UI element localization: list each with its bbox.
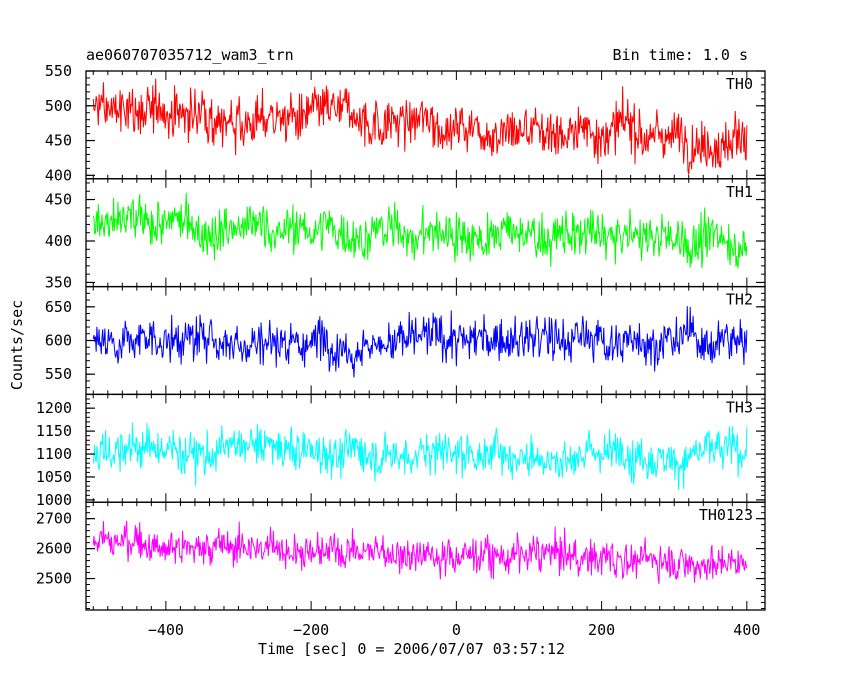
y-tick-label: 350	[45, 273, 72, 291]
x-tick-label: −200	[293, 621, 329, 639]
y-tick-label: 650	[45, 298, 72, 316]
y-axis-label: Counts/sec	[8, 299, 27, 391]
series-line-th0123	[92, 520, 748, 585]
y-tick-label: 500	[45, 97, 72, 115]
y-tick-label: 2700	[36, 510, 72, 528]
y-tick-label: 550	[45, 62, 72, 80]
panel-label-th0: TH0	[726, 75, 753, 93]
y-tick-label: 450	[45, 191, 72, 209]
y-tick-label: 1150	[36, 422, 72, 440]
y-tick-label: 550	[45, 365, 72, 383]
y-tick-label: 2600	[36, 540, 72, 558]
y-tick-label: 1100	[36, 445, 72, 463]
series-line-th2	[92, 306, 748, 378]
y-tick-label: 450	[45, 132, 72, 150]
y-tick-label: 1200	[36, 399, 72, 417]
panel-frame-th0123	[85, 501, 766, 611]
panel-label-th0123: TH0123	[699, 506, 753, 524]
series-line-th3	[92, 422, 748, 491]
series-line-th1	[92, 192, 748, 269]
x-tick-label: 0	[452, 621, 461, 639]
y-tick-label: 600	[45, 332, 72, 350]
x-tick-label: −400	[148, 621, 184, 639]
y-tick-label: 400	[45, 232, 72, 250]
x-tick-label: 200	[588, 621, 615, 639]
chart-title: ae060707035712_wam3_trn	[86, 46, 294, 64]
x-axis-label: Time [sec] 0 = 2006/07/07 03:57:12	[258, 640, 566, 658]
bin-time-label: Bin time: 1.0 s	[612, 46, 748, 64]
panel-frame-th2	[85, 285, 766, 396]
panel-label-th3: TH3	[726, 398, 753, 416]
y-tick-label: 1050	[36, 468, 72, 486]
panel-label-th2: TH2	[726, 291, 753, 309]
series-line-th0	[92, 78, 748, 175]
x-tick-label: 400	[733, 621, 760, 639]
y-tick-label: 2500	[36, 570, 72, 588]
panel-label-th1: TH1	[726, 183, 753, 201]
y-tick-label: 1000	[36, 491, 72, 509]
panel-frame-th3	[85, 393, 766, 503]
y-tick-label: 400	[45, 166, 72, 184]
